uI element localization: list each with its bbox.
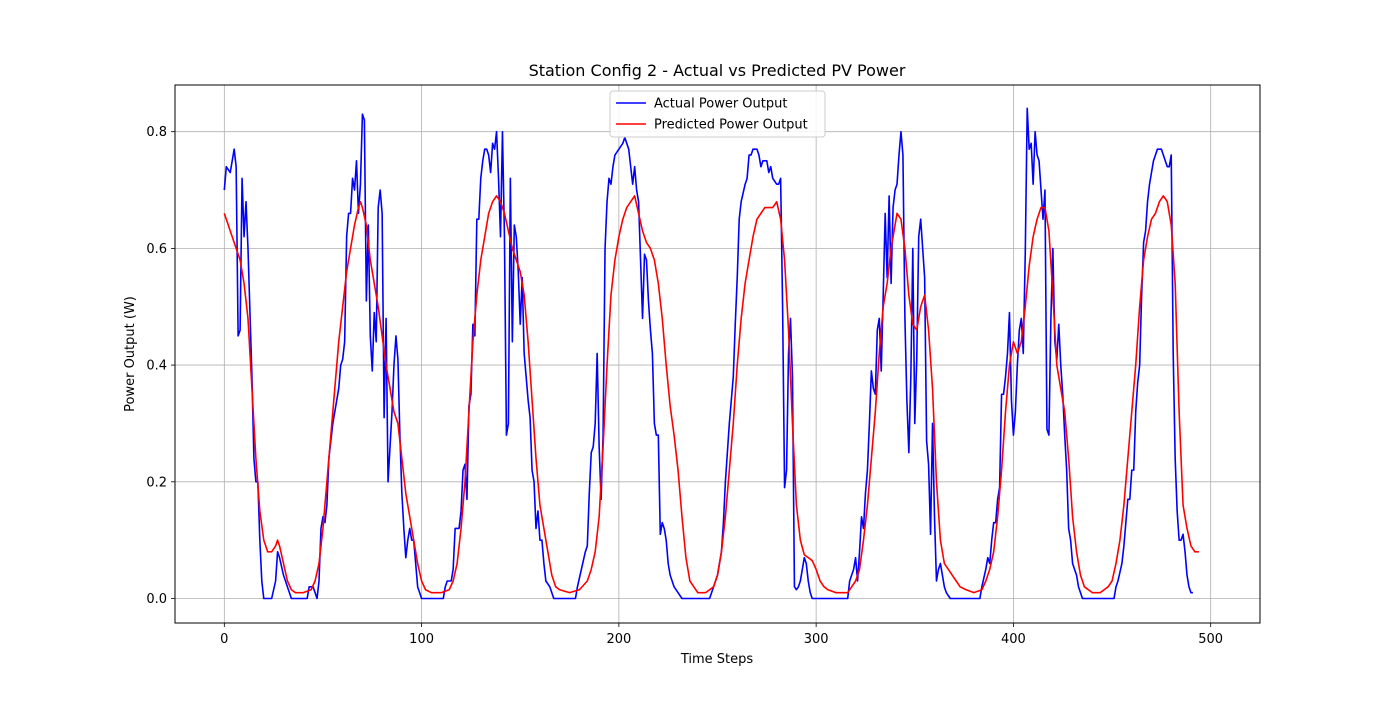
chart-title: Station Config 2 - Actual vs Predicted P…: [529, 61, 906, 80]
x-axis-label: Time Steps: [680, 652, 754, 667]
legend-box: [609, 90, 826, 138]
y-tick-label: 0.2: [146, 475, 167, 490]
x-tick-label: 0: [220, 632, 228, 647]
x-tick-label: 500: [1198, 632, 1223, 647]
x-tick-label: 400: [1001, 632, 1026, 647]
y-tick-label: 0.0: [146, 592, 167, 607]
plot-area-frame: [174, 84, 1261, 624]
x-tick-label: 100: [409, 632, 434, 647]
x-tick-label: 200: [606, 632, 631, 647]
y-tick-label: 0.6: [146, 242, 167, 257]
axis-ticks: 0 100 200 300 400 500 0.0 0.2 0.4 0.6 0.8: [146, 125, 1223, 647]
y-tick-label: 0.4: [146, 359, 167, 374]
series-line-predicted: [223, 195, 1199, 594]
legend-entry-label: Actual Power Output: [654, 97, 787, 112]
legend: Actual Power Output Predicted Power Outpu…: [609, 90, 826, 138]
legend-entry-label: Predicted Power Output: [654, 118, 808, 133]
y-tick-label: 0.8: [146, 125, 167, 140]
y-axis-label: Power Output (W): [123, 296, 138, 412]
series-layer: [223, 107, 1199, 600]
x-tick-label: 300: [804, 632, 829, 647]
